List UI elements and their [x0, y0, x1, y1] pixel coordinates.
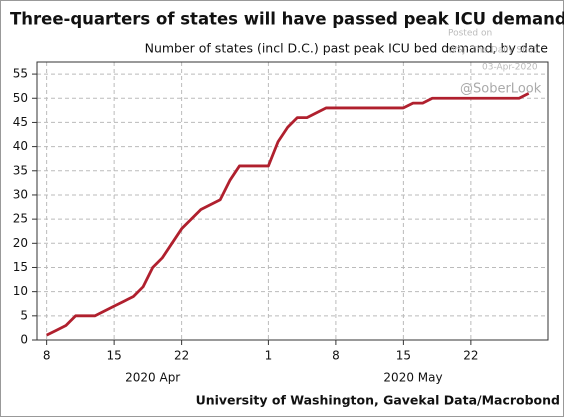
y-tick-label: 40 [13, 139, 28, 153]
x-tick-label: 8 [43, 349, 51, 363]
watermark: WSJ: The Daily Shot [448, 46, 537, 56]
y-tick-label: 5 [20, 308, 28, 322]
y-tick-label: 25 [13, 212, 28, 226]
x-group-label: 2020 Apr [125, 371, 180, 385]
x-tick-label: 15 [106, 349, 121, 363]
source: University of Washington, Gavekal Data/M… [196, 393, 560, 408]
y-tick-label: 30 [13, 187, 28, 201]
y-tick-label: 45 [13, 115, 28, 129]
y-tick-label: 0 [20, 333, 28, 347]
watermark: Posted on [448, 29, 492, 39]
y-tick-label: 10 [13, 284, 28, 298]
chart-title: Three-quarters of states will have passe… [10, 10, 564, 29]
series-line [46, 92, 530, 337]
x-tick-label: 1 [265, 349, 273, 363]
x-tick-label: 22 [174, 349, 189, 363]
y-tick-label: 15 [13, 260, 28, 274]
watermark: @SoberLook [460, 82, 542, 97]
x-tick-label: 8 [332, 349, 340, 363]
x-group-label: 2020 May [383, 371, 442, 385]
chart-subtitle: Number of states (incl D.C.) past peak I… [145, 41, 549, 56]
x-tick-label: 22 [463, 349, 478, 363]
watermark: 03-Apr-2020 [482, 63, 538, 73]
y-tick-label: 50 [13, 91, 28, 105]
x-tick-label: 15 [396, 349, 411, 363]
y-tick-label: 20 [13, 236, 28, 250]
y-tick-label: 55 [13, 67, 28, 81]
y-tick-label: 35 [13, 163, 28, 177]
plot-frame [36, 61, 549, 341]
